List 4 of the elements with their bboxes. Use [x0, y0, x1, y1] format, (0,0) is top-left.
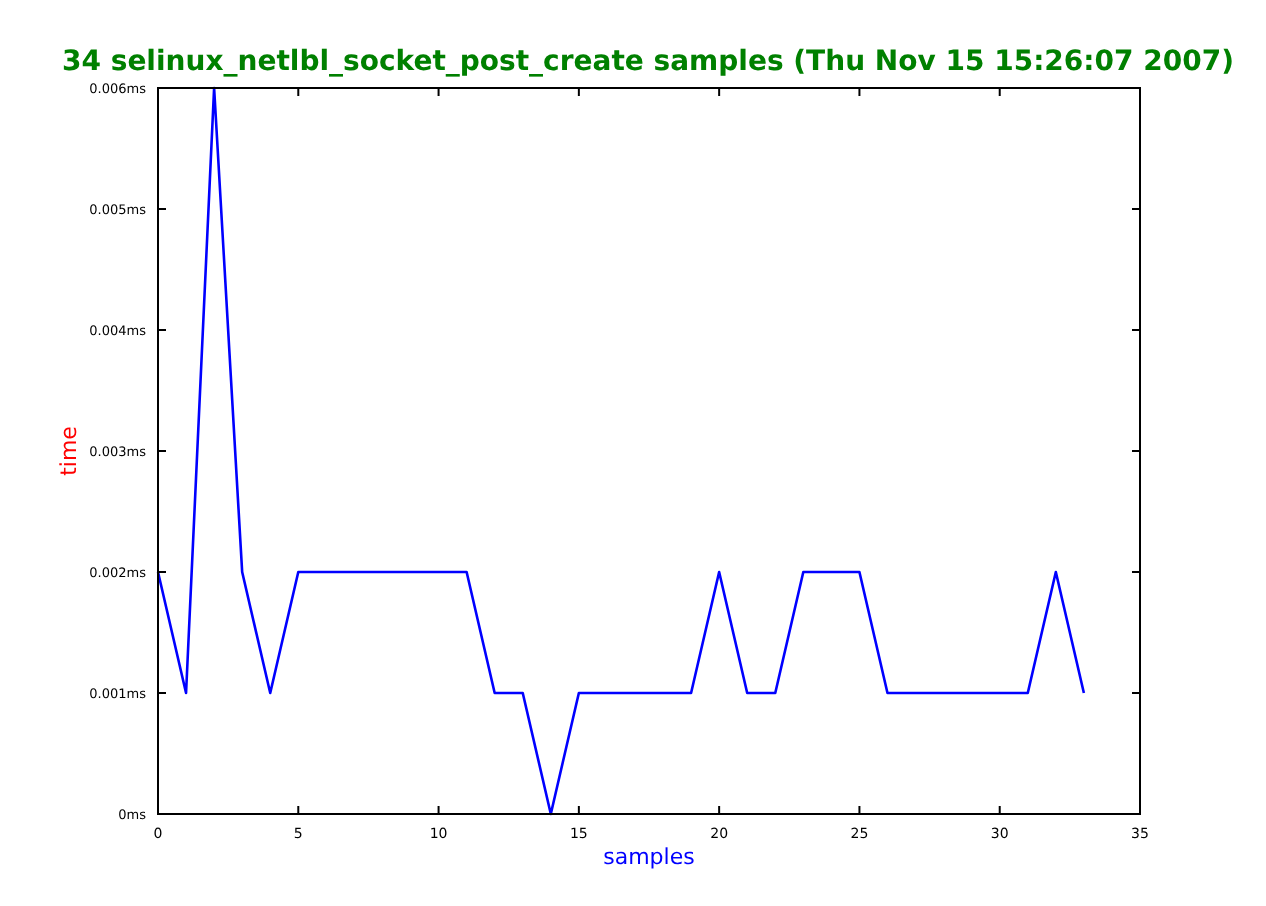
chart-title: 34 selinux_netlbl_socket_post_create samples (Thu Nov 15 15:26:07 2007)	[62, 46, 1234, 78]
x-axis-title: samples	[603, 844, 696, 870]
y-axis-title: time	[56, 425, 82, 476]
line-series	[156, 86, 1086, 816]
